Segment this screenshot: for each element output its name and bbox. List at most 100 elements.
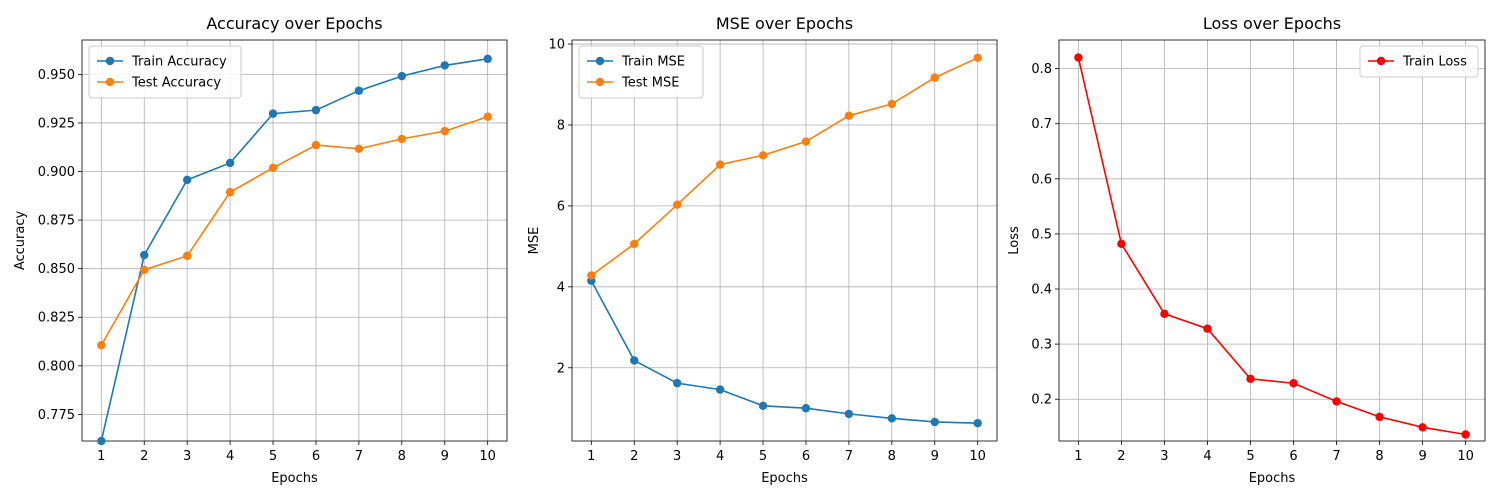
y-tick-label: 0.775 bbox=[38, 408, 75, 423]
x-tick-label: 8 bbox=[888, 449, 896, 464]
data-point bbox=[1203, 324, 1212, 333]
x-tick-label: 3 bbox=[183, 449, 191, 464]
legend-marker bbox=[1376, 56, 1386, 66]
data-point bbox=[630, 239, 639, 249]
legend-marker bbox=[595, 56, 605, 66]
x-tick-label: 3 bbox=[673, 449, 681, 464]
legend-label: Train MSE bbox=[621, 55, 685, 70]
data-point bbox=[182, 251, 192, 261]
x-axis-label: Epochs bbox=[271, 471, 318, 486]
data-point bbox=[758, 401, 768, 410]
data-point bbox=[973, 418, 982, 428]
y-tick-label: 0.5 bbox=[1031, 227, 1052, 242]
y-axis-label: MSE bbox=[527, 227, 542, 255]
y-axis-label: Accuracy bbox=[13, 211, 28, 271]
x-tick-label: 5 bbox=[759, 449, 767, 464]
x-tick-label: 9 bbox=[1418, 449, 1426, 464]
x-tick-label: 2 bbox=[630, 449, 638, 464]
data-point bbox=[887, 414, 897, 423]
data-point bbox=[1332, 397, 1341, 406]
data-point bbox=[311, 105, 321, 115]
data-point bbox=[887, 99, 897, 109]
data-point bbox=[140, 250, 149, 260]
data-point bbox=[1289, 379, 1298, 388]
legend-label: Train Accuracy bbox=[131, 55, 227, 70]
y-tick-label: 0.7 bbox=[1031, 117, 1052, 132]
data-point bbox=[311, 140, 321, 150]
y-tick-label: 6 bbox=[557, 199, 565, 214]
x-tick-label: 6 bbox=[802, 449, 810, 464]
x-axis-label: Epochs bbox=[761, 471, 808, 486]
legend-marker bbox=[595, 77, 605, 87]
chart-title: Accuracy over Epochs bbox=[206, 14, 382, 33]
legend-label: Train Loss bbox=[1402, 55, 1467, 70]
y-tick-label: 0.3 bbox=[1031, 338, 1052, 353]
y-tick-label: 0.8 bbox=[1031, 62, 1052, 77]
data-point bbox=[801, 404, 811, 413]
y-tick-label: 0.2 bbox=[1031, 393, 1052, 408]
plot-frame bbox=[1058, 39, 1486, 442]
x-tick-label: 6 bbox=[1289, 449, 1297, 464]
x-tick-label: 9 bbox=[441, 449, 449, 464]
data-point bbox=[630, 356, 639, 365]
y-tick-label: 0.6 bbox=[1031, 172, 1052, 187]
data-point bbox=[354, 86, 364, 95]
x-tick-label: 10 bbox=[969, 449, 986, 464]
data-point bbox=[97, 341, 106, 350]
data-point bbox=[1418, 423, 1427, 432]
data-point bbox=[1160, 309, 1169, 319]
x-tick-label: 5 bbox=[1246, 449, 1254, 464]
data-point bbox=[97, 436, 106, 446]
data-point bbox=[397, 134, 407, 144]
y-axis-label: Loss bbox=[1007, 226, 1022, 255]
data-point bbox=[140, 265, 149, 275]
x-tick-label: 10 bbox=[1457, 449, 1474, 464]
data-point bbox=[973, 53, 982, 63]
data-point bbox=[930, 73, 939, 82]
data-point bbox=[587, 271, 596, 280]
x-tick-label: 8 bbox=[1375, 449, 1383, 464]
data-point bbox=[1375, 412, 1384, 422]
y-tick-label: 8 bbox=[557, 118, 565, 133]
x-tick-label: 6 bbox=[312, 449, 320, 464]
data-point bbox=[182, 175, 192, 185]
data-point bbox=[397, 71, 407, 81]
series-line-2 bbox=[100, 115, 488, 346]
x-tick-label: 10 bbox=[479, 449, 496, 464]
y-tick-label: 2 bbox=[557, 361, 565, 376]
data-point bbox=[225, 158, 235, 168]
x-tick-label: 4 bbox=[226, 449, 234, 464]
plot-frame bbox=[571, 39, 998, 442]
legend-label: Test Accuracy bbox=[131, 76, 221, 91]
legend: Train MSE Test MSE bbox=[578, 45, 704, 99]
y-tick-label: 4 bbox=[557, 280, 565, 295]
y-tick-label: 0.4 bbox=[1031, 283, 1052, 298]
data-point bbox=[672, 200, 682, 209]
legend: Train Loss bbox=[1359, 45, 1479, 78]
x-tick-label: 1 bbox=[587, 449, 595, 464]
data-point bbox=[483, 54, 492, 64]
legend-box bbox=[578, 45, 704, 99]
data-point bbox=[225, 187, 235, 197]
data-point bbox=[844, 409, 854, 419]
x-tick-label: 4 bbox=[1203, 449, 1211, 464]
y-tick-label: 0.825 bbox=[38, 311, 75, 326]
legend-box bbox=[1359, 45, 1479, 78]
y-tick-label: 0.800 bbox=[38, 359, 75, 374]
y-tick-label: 0.850 bbox=[38, 262, 75, 277]
x-tick-label: 1 bbox=[97, 449, 105, 464]
data-point bbox=[1461, 430, 1470, 439]
chart-title: MSE over Epochs bbox=[716, 14, 853, 33]
x-axis-label: Epochs bbox=[1249, 471, 1296, 486]
legend-marker bbox=[105, 77, 115, 87]
data-point bbox=[930, 417, 939, 427]
x-tick-label: 7 bbox=[1332, 449, 1340, 464]
y-tick-label: 0.900 bbox=[38, 165, 75, 180]
data-point bbox=[844, 111, 854, 120]
x-tick-label: 2 bbox=[1117, 449, 1125, 464]
y-tick-label: 10 bbox=[548, 38, 565, 53]
x-tick-label: 7 bbox=[355, 449, 363, 464]
data-point bbox=[1074, 53, 1083, 62]
data-point bbox=[268, 109, 278, 118]
